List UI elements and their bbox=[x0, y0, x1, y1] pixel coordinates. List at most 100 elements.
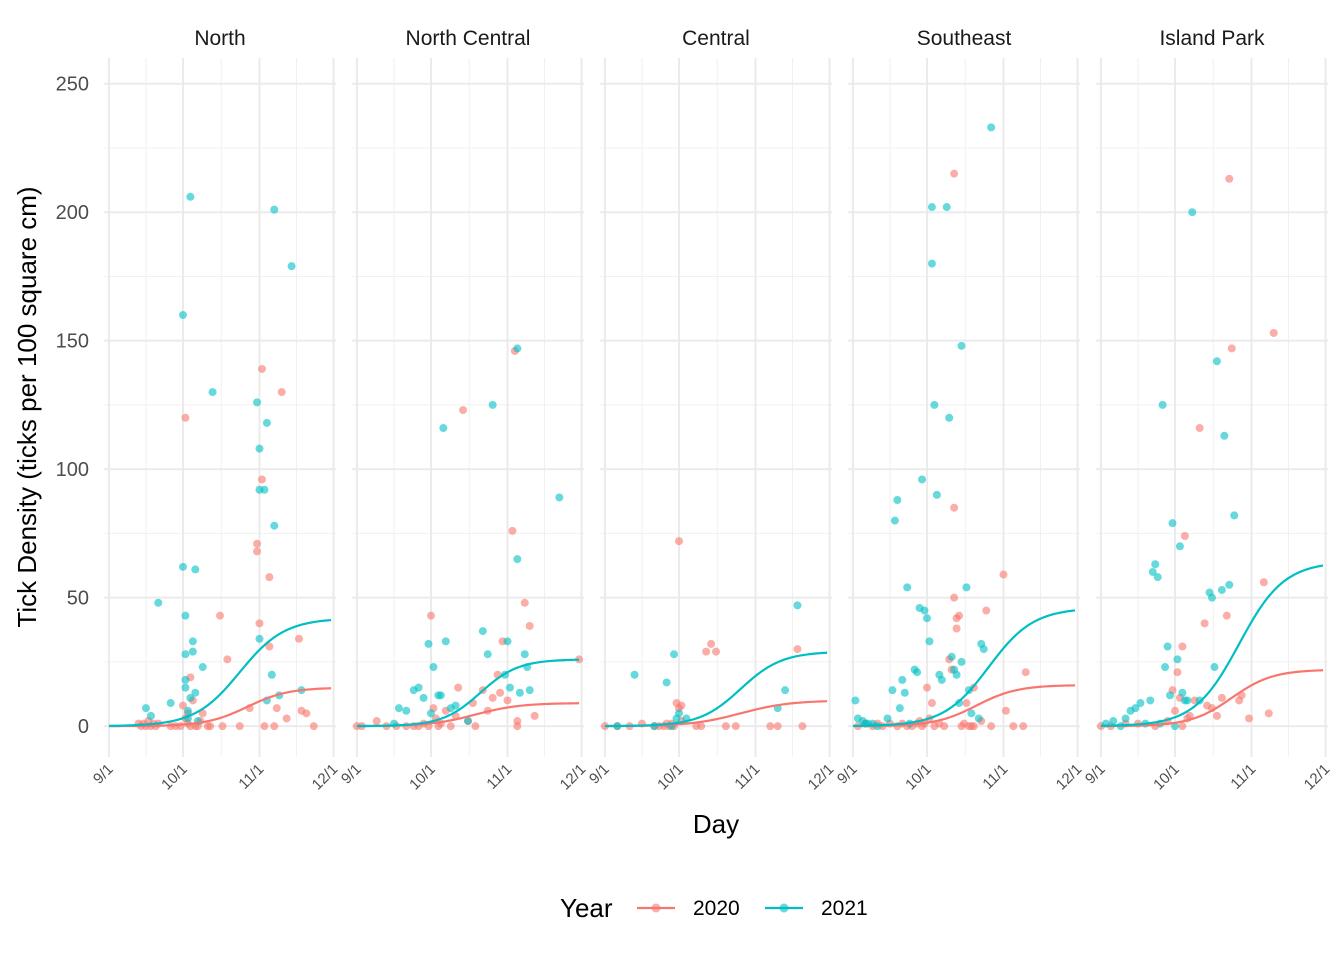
point-2020 bbox=[1222, 611, 1231, 620]
point-2021 bbox=[974, 714, 983, 723]
point-2021 bbox=[674, 709, 683, 718]
point-2021 bbox=[945, 413, 954, 422]
point-2020 bbox=[176, 722, 185, 731]
point-2021 bbox=[146, 711, 155, 720]
point-2020 bbox=[503, 696, 512, 705]
point-2021 bbox=[181, 683, 190, 692]
point-2021 bbox=[478, 627, 487, 636]
point-2021 bbox=[439, 424, 448, 433]
point-2021 bbox=[920, 606, 929, 615]
point-2020 bbox=[1195, 424, 1204, 433]
point-2020 bbox=[454, 683, 463, 692]
point-2021 bbox=[955, 699, 964, 708]
point-2021 bbox=[927, 203, 936, 212]
point-2021 bbox=[1158, 400, 1167, 409]
fit-line-2021 bbox=[604, 651, 828, 728]
point-2020 bbox=[697, 722, 706, 731]
point-2021 bbox=[186, 192, 195, 201]
x-tick-label: 9/1 bbox=[834, 761, 861, 788]
panel-title: Island Park bbox=[1159, 27, 1265, 50]
point-2021 bbox=[191, 565, 200, 574]
legend: Year 2020 2021 bbox=[560, 893, 868, 923]
point-2021 bbox=[1230, 511, 1239, 520]
point-2020 bbox=[253, 539, 262, 548]
point-2021 bbox=[262, 418, 271, 427]
point-2020 bbox=[955, 611, 964, 620]
point-2021 bbox=[464, 717, 472, 726]
point-2020 bbox=[270, 722, 279, 731]
y-tick-label: 0 bbox=[78, 716, 89, 738]
point-2021 bbox=[781, 686, 790, 695]
y-tick-label: 50 bbox=[67, 588, 89, 610]
point-2020 bbox=[999, 570, 1008, 579]
y-tick-label: 100 bbox=[56, 459, 89, 481]
point-2021 bbox=[630, 670, 639, 679]
point-2021 bbox=[979, 645, 988, 654]
fit-line-2020 bbox=[1100, 669, 1324, 728]
point-2021 bbox=[270, 205, 279, 214]
legend-label-2020: 2020 bbox=[693, 897, 740, 920]
point-2020 bbox=[282, 714, 291, 723]
point-2021 bbox=[208, 388, 217, 397]
point-2021 bbox=[1121, 714, 1130, 723]
point-2020 bbox=[257, 475, 266, 484]
point-2021 bbox=[414, 683, 423, 692]
point-2021 bbox=[483, 650, 492, 659]
point-2020 bbox=[216, 611, 224, 620]
point-2020 bbox=[257, 364, 266, 373]
point-2020 bbox=[1225, 174, 1234, 183]
point-2020 bbox=[1009, 722, 1018, 731]
point-2020 bbox=[525, 621, 534, 630]
point-2020 bbox=[712, 647, 720, 656]
point-2020 bbox=[277, 388, 286, 397]
point-2021 bbox=[1175, 542, 1184, 551]
x-tick-label: 9/1 bbox=[338, 761, 365, 788]
point-2020 bbox=[922, 683, 931, 692]
point-2021 bbox=[513, 555, 522, 564]
point-2021 bbox=[952, 670, 961, 679]
panel-southeast: Southeast 9/1 10/1 11/1 12/1 bbox=[834, 27, 1085, 793]
point-2020 bbox=[508, 526, 517, 535]
x-axis-title: Day bbox=[693, 809, 739, 839]
point-2021 bbox=[932, 490, 941, 499]
x-tick-label: 11/1 bbox=[235, 761, 267, 793]
point-2021 bbox=[888, 686, 897, 695]
point-2020 bbox=[235, 722, 244, 731]
point-2021 bbox=[900, 688, 909, 697]
point-2021 bbox=[441, 637, 450, 646]
point-2021 bbox=[1220, 431, 1229, 440]
y-axis: 0 50 100 150 200 250 bbox=[56, 74, 89, 738]
point-2021 bbox=[451, 701, 460, 710]
point-2020 bbox=[962, 699, 971, 708]
point-2021 bbox=[1208, 593, 1216, 602]
point-2021 bbox=[181, 611, 190, 620]
point-2020 bbox=[260, 722, 269, 731]
point-2021 bbox=[1217, 585, 1226, 594]
point-2021 bbox=[1183, 696, 1192, 705]
point-2021 bbox=[898, 675, 907, 684]
point-2021 bbox=[890, 516, 899, 525]
x-tick-label: 10/1 bbox=[902, 761, 935, 794]
fit-line-2021 bbox=[108, 618, 332, 727]
point-2020 bbox=[265, 573, 274, 582]
point-2021 bbox=[267, 670, 276, 679]
point-2021 bbox=[181, 675, 190, 684]
point-2020 bbox=[793, 645, 802, 654]
point-2021 bbox=[1188, 208, 1197, 217]
point-2021 bbox=[925, 637, 934, 646]
x-tick-label: 12/1 bbox=[1301, 761, 1334, 794]
panel-title: Central bbox=[682, 27, 750, 50]
point-2021 bbox=[793, 601, 802, 610]
point-2020 bbox=[372, 717, 381, 726]
point-2021 bbox=[141, 704, 150, 713]
point-2020 bbox=[265, 642, 274, 651]
point-2021 bbox=[154, 598, 163, 607]
point-2021 bbox=[515, 688, 524, 697]
point-2021 bbox=[1146, 696, 1155, 705]
point-2020 bbox=[982, 606, 991, 615]
point-2020 bbox=[255, 619, 264, 628]
point-2020 bbox=[253, 547, 262, 556]
point-2021 bbox=[178, 310, 187, 319]
panel-north-central: North Central 9/1 10/1 11/1 12/1 bbox=[338, 27, 589, 793]
